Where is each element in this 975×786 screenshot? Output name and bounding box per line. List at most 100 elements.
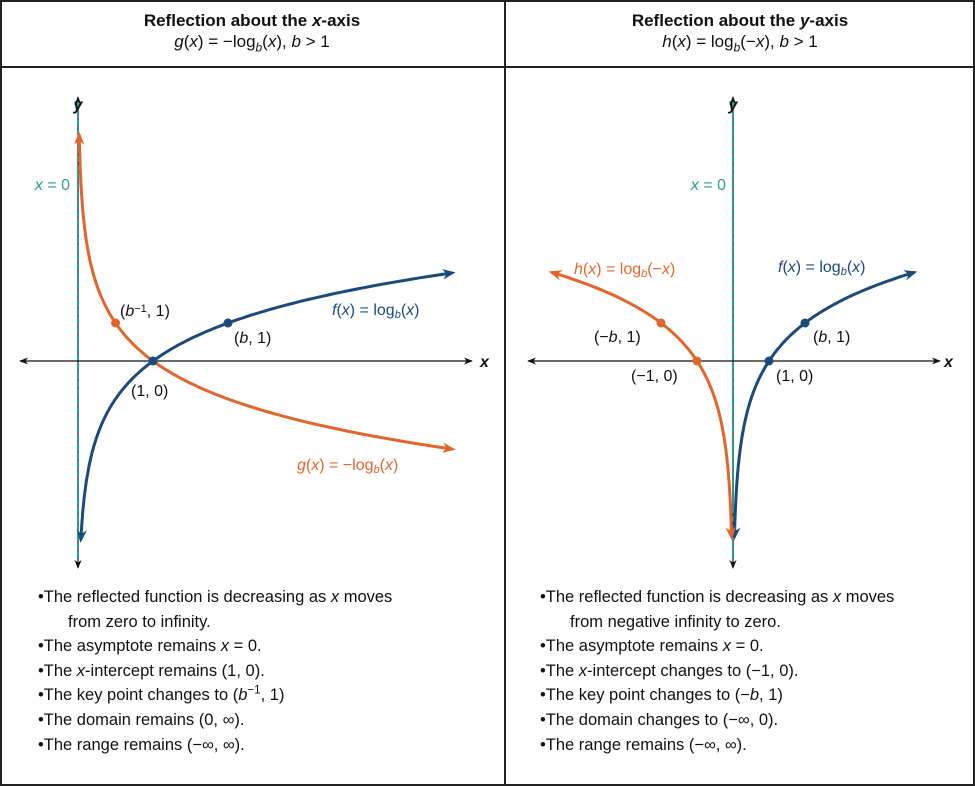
text-segment: > 1	[300, 32, 330, 51]
bullet-line: •The range remains (−∞, ∞).	[38, 733, 392, 758]
right-formula: h(x) = logb(−x), b > 1	[505, 31, 975, 55]
f-function-label: f(x) = logb(x)	[332, 302, 419, 321]
text-segment: x	[661, 261, 671, 278]
text-segment: b	[291, 32, 301, 51]
text-segment: g	[174, 32, 184, 51]
text-segment: (−1, 0)	[631, 368, 678, 385]
key-point	[656, 318, 666, 328]
text-segment: b	[374, 464, 380, 476]
text-segment: y	[799, 11, 810, 30]
text-segment: (	[847, 259, 853, 276]
text-segment: (	[336, 302, 342, 319]
text-segment: b	[779, 32, 789, 51]
text-segment: , 1)	[618, 329, 641, 346]
y-axis-label: y	[73, 97, 84, 114]
text-segment: h	[574, 261, 583, 278]
text-segment: b	[733, 40, 741, 55]
text-segment: from negative infinity to zero.	[570, 612, 781, 631]
text-segment: = 0	[43, 177, 70, 194]
text-segment: x	[587, 261, 597, 278]
text-segment: •The domain remains (0, ∞).	[38, 710, 245, 729]
bullet-line: •The x-intercept remains (1, 0).	[38, 659, 392, 684]
bullet-line: •The asymptote remains x = 0.	[540, 634, 894, 659]
key-point	[800, 318, 810, 328]
text-segment: x	[384, 457, 394, 474]
text-segment: (	[306, 457, 312, 474]
f-function-label: f(x) = logb(x)	[778, 259, 865, 278]
text-segment: , 1)	[248, 330, 271, 347]
text-segment: x	[311, 11, 322, 30]
text-segment: moves	[339, 588, 393, 606]
text-segment: x	[189, 32, 198, 51]
key-point-label: (1, 0)	[131, 383, 168, 400]
text-segment: x	[832, 588, 842, 606]
text-segment: •The reflected function is decreasing as	[38, 588, 331, 606]
bullet-line: from zero to infinity.	[38, 610, 392, 635]
text-segment: = 0.	[229, 637, 262, 656]
text-segment: x	[76, 661, 86, 680]
text-segment: •The reflected function is decreasing as	[540, 588, 833, 606]
text-segment: −1	[247, 684, 261, 697]
text-segment: )	[860, 259, 865, 276]
text-segment: (	[583, 261, 589, 278]
right-header: Reflection about the y-axis h(x) = logb(…	[505, 10, 975, 55]
text-segment: b	[239, 330, 248, 347]
text-segment: , 1)	[147, 303, 170, 320]
text-segment: x	[578, 661, 588, 680]
text-segment: x	[310, 457, 320, 474]
key-point-label: (−b, 1)	[594, 329, 641, 346]
text-segment: (	[183, 32, 190, 51]
text-segment: Reflection about the	[143, 11, 312, 30]
text-segment: x	[677, 32, 686, 51]
text-segment: )	[670, 261, 675, 278]
text-segment: f	[778, 259, 784, 276]
text-segment: (	[262, 32, 268, 51]
text-segment: •The key point changes to (−	[540, 686, 750, 705]
text-segment: ),	[276, 32, 292, 51]
text-segment: ) = log	[685, 32, 734, 51]
text-segment: > 1	[788, 32, 818, 51]
text-segment: (−	[594, 329, 609, 346]
text-segment: •The range remains (−∞, ∞).	[540, 735, 747, 754]
right-bullet-list: •The reflected function is decreasing as…	[540, 585, 894, 757]
text-segment: •The range remains (−∞, ∞).	[38, 735, 245, 754]
key-point-label: (b, 1)	[234, 330, 271, 347]
bullet-line: •The key point changes to (−b, 1)	[540, 683, 894, 708]
text-segment: ) = log	[350, 302, 395, 319]
text-segment: ) = log	[596, 261, 641, 278]
key-point	[692, 356, 702, 366]
text-segment: x	[722, 637, 732, 656]
key-point	[111, 318, 120, 328]
text-segment: -intercept changes to (−1, 0).	[587, 661, 799, 680]
y-axis-label: y	[728, 97, 739, 114]
text-segment: ),	[764, 32, 780, 51]
text-segment: b	[609, 329, 618, 346]
text-segment: (	[380, 457, 386, 474]
bullet-line: •The range remains (−∞, ∞).	[540, 733, 894, 758]
text-segment: )	[414, 302, 419, 319]
text-segment: (	[671, 32, 678, 51]
key-point	[223, 318, 233, 328]
bullet-line: •The x-intercept changes to (−1, 0).	[540, 659, 894, 684]
text-segment: b	[125, 303, 134, 320]
text-segment: = 0	[699, 177, 726, 194]
text-segment: ) = −log	[197, 32, 256, 51]
bullet-line: •The asymptote remains x = 0.	[38, 634, 392, 659]
key-point-label: (1, 0)	[776, 368, 813, 385]
text-segment: (−	[647, 261, 662, 278]
text-segment: (1, 0)	[131, 383, 168, 400]
left-title: Reflection about the x-axis	[0, 10, 504, 31]
column-divider	[504, 0, 506, 786]
text-segment: , 1)	[759, 686, 783, 705]
key-point-label: (−1, 0)	[631, 368, 678, 385]
text-segment: ) = log	[796, 259, 841, 276]
text-segment: •The asymptote remains	[38, 637, 221, 656]
text-segment: )	[393, 457, 398, 474]
key-point-label: (b−1, 1)	[120, 303, 170, 320]
x-axis-label: x	[943, 354, 954, 371]
text-segment: -intercept remains (1, 0).	[85, 661, 265, 680]
text-segment: b	[818, 329, 827, 346]
text-segment: ) = −log	[319, 457, 373, 474]
text-segment: x	[755, 32, 765, 51]
